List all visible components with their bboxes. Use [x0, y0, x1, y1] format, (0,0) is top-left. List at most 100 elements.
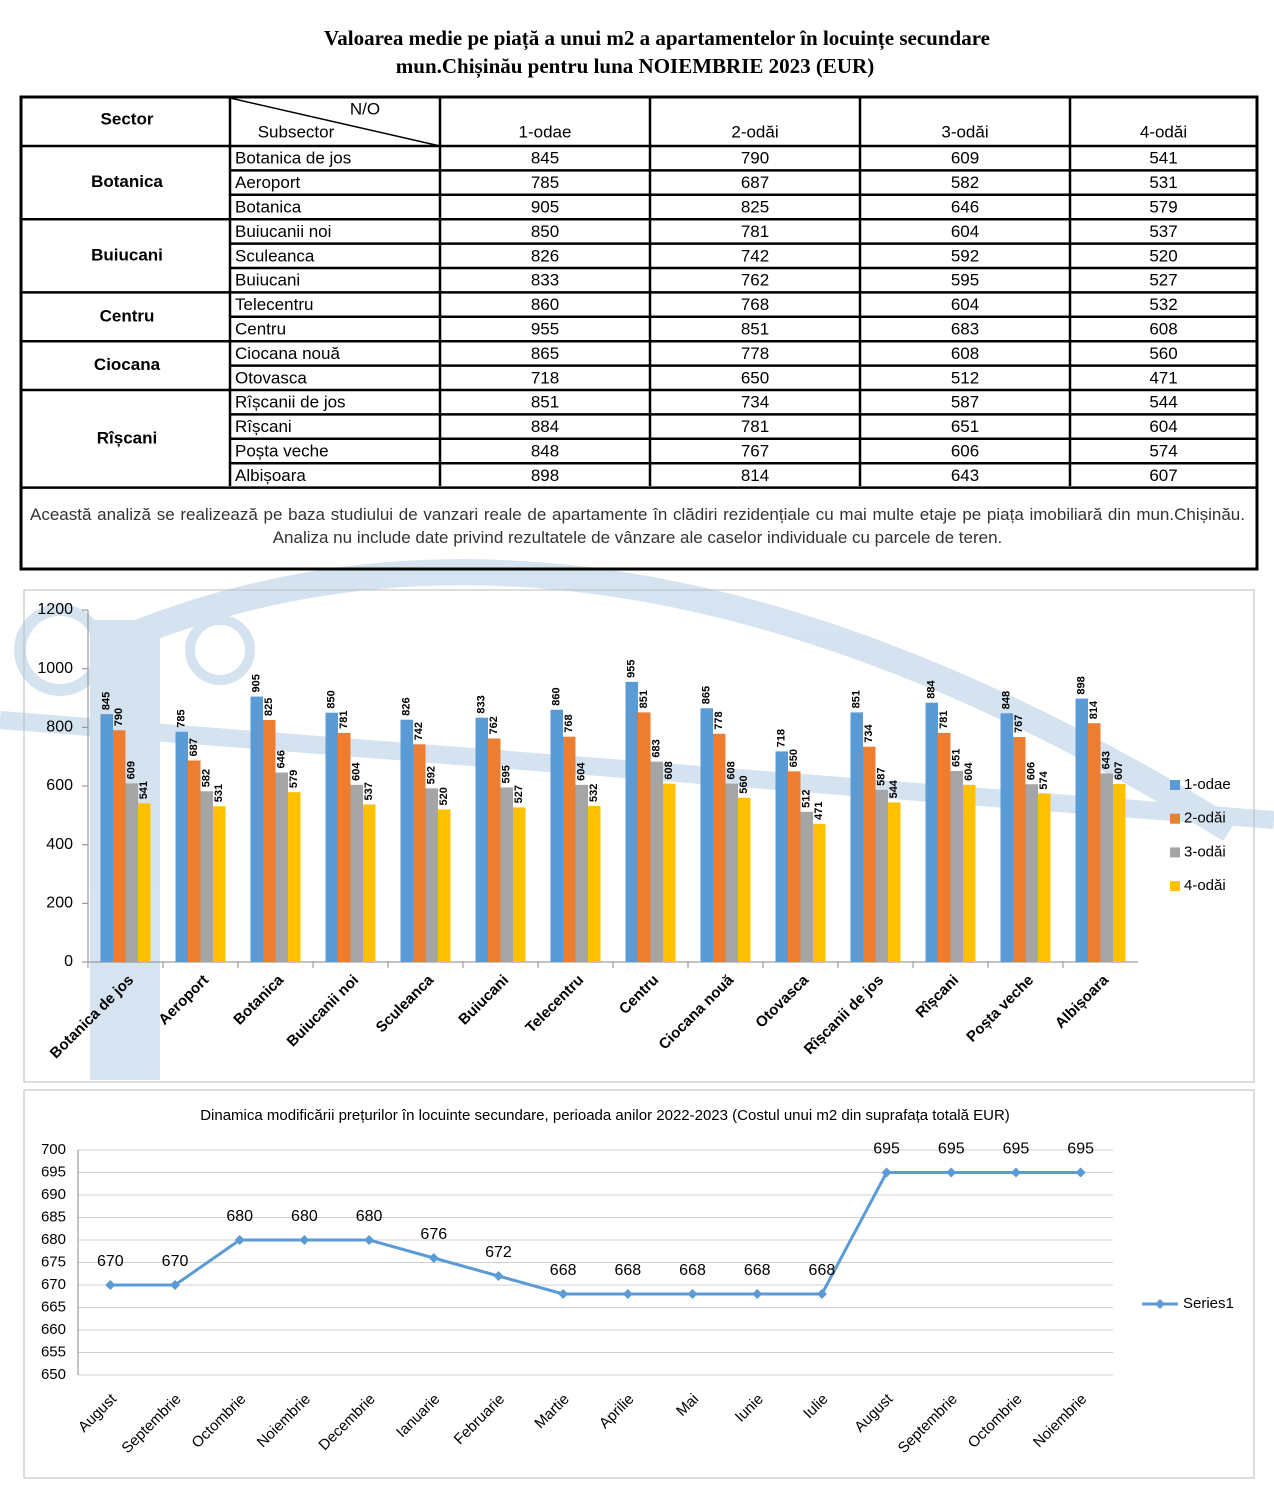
data-label: 668 [679, 1262, 706, 1279]
table-sector: Ciocana [94, 355, 161, 374]
bar [638, 712, 651, 962]
line [110, 1171, 1081, 1296]
data-label: 884 [926, 679, 938, 698]
table-cell: 520 [1149, 246, 1177, 265]
y-tick-label: 650 [41, 1366, 66, 1383]
table-cell: 471 [1149, 368, 1177, 387]
data-label: 845 [101, 692, 113, 710]
table-cell: 905 [531, 197, 559, 216]
table-cell: 718 [531, 368, 559, 387]
table-cell: 646 [951, 197, 979, 216]
data-label: 781 [338, 711, 350, 729]
bar [575, 784, 588, 962]
table-cell: 607 [1149, 466, 1177, 485]
y-tick-label: 1000 [37, 660, 73, 677]
data-label: 680 [356, 1208, 383, 1225]
x-tick-label: Septembrie [118, 1391, 184, 1457]
legend-label: Series1 [1183, 1295, 1234, 1312]
bar [425, 788, 438, 962]
bar [500, 787, 513, 962]
data-label: 609 [126, 761, 138, 779]
bar [700, 708, 713, 962]
x-tick-label: Februarie [451, 1391, 508, 1448]
y-tick-label: 670 [41, 1276, 66, 1293]
bar [250, 696, 263, 962]
x-tick-label: Decembrie [315, 1391, 378, 1454]
x-tick-label: Martie [531, 1391, 572, 1432]
data-label: 826 [401, 697, 413, 715]
y-tick-label: 600 [46, 777, 73, 794]
x-tick-label: Poșta veche [963, 972, 1037, 1046]
legend-swatch [1170, 780, 1180, 790]
table-cell: 884 [531, 417, 559, 436]
bar [263, 720, 276, 962]
x-tick-label: Sculeanca [373, 971, 438, 1036]
table-header: Sector [101, 109, 154, 128]
table-cell: 734 [741, 393, 769, 412]
table-cell: 781 [741, 222, 769, 241]
table-cell: 595 [951, 271, 979, 290]
x-tick-label: Iulie [800, 1391, 831, 1422]
data-label: 672 [485, 1244, 512, 1261]
bar [175, 731, 188, 962]
watermark-scroll [14, 604, 106, 696]
point [105, 1280, 116, 1290]
bar [1113, 783, 1126, 962]
data-label: 608 [663, 761, 675, 779]
data-label: 781 [938, 711, 950, 729]
table-cell: 825 [741, 197, 769, 216]
table-cell: 643 [951, 466, 979, 485]
legend-swatch [1170, 813, 1180, 824]
bar [775, 751, 788, 962]
table-cell: Centru [235, 319, 286, 338]
table-cell: Otovasca [235, 368, 307, 387]
table-cell: 833 [531, 271, 559, 290]
table-cell: 826 [531, 246, 559, 265]
bar [1025, 784, 1038, 962]
y-tick-label: 655 [41, 1343, 66, 1360]
table-cell: 604 [951, 222, 979, 241]
bar [1075, 698, 1088, 962]
x-tick-label: Octombrie [188, 1391, 249, 1452]
bar [413, 744, 426, 962]
table-cell: 532 [1149, 295, 1177, 314]
x-tick-label: Centru [616, 972, 662, 1018]
bar [925, 702, 938, 962]
table-cell: 851 [531, 393, 559, 412]
bar [863, 746, 876, 962]
data-label: 683 [651, 739, 663, 757]
table-cell: 537 [1149, 222, 1177, 241]
data-label: 851 [851, 690, 863, 708]
bar [400, 719, 413, 962]
data-label: 865 [701, 686, 713, 704]
table-cell: 790 [741, 149, 769, 168]
bar [1038, 793, 1051, 962]
legend-marker [1155, 1299, 1165, 1309]
bar [625, 681, 638, 962]
table-cell: Rîșcani [235, 417, 292, 436]
point [299, 1235, 310, 1245]
table-cell: Botanica de jos [235, 149, 351, 168]
x-tick-label: Buiucanii noi [284, 972, 363, 1051]
title-line: Valoarea medie pe piață a unui m2 a apar… [324, 26, 990, 51]
data-label: 695 [938, 1141, 965, 1158]
y-tick-label: 690 [41, 1186, 66, 1203]
point [752, 1289, 763, 1299]
title-line: mun.Chișinău pentru luna NOIEMBRIE 2023 … [396, 54, 874, 79]
data-label: 851 [638, 690, 650, 708]
bar [738, 797, 751, 962]
data-label: 670 [162, 1253, 189, 1270]
x-tick-label: Otovasca [752, 971, 812, 1031]
data-label: 574 [1038, 770, 1050, 789]
table-cell: Rîșcanii de jos [235, 393, 346, 412]
point [881, 1167, 892, 1178]
bar [1088, 723, 1101, 962]
point [1075, 1167, 1086, 1178]
table-header: 4-odăi [1140, 122, 1187, 141]
table-cell: 850 [531, 222, 559, 241]
x-tick-label: Buiucani [455, 972, 512, 1029]
table-cell: 587 [951, 393, 979, 412]
x-tick-label: Telecentru [522, 972, 587, 1037]
x-tick-label: Rîșcanii de jos [801, 972, 887, 1058]
chart-title: Dinamica modificării prețurilor în locui… [200, 1107, 1010, 1124]
